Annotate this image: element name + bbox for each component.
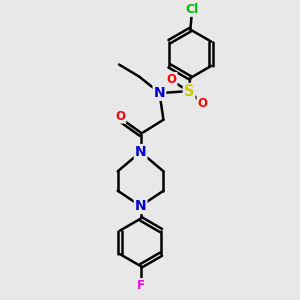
Text: N: N (154, 86, 165, 100)
Text: S: S (184, 84, 194, 99)
Text: N: N (135, 145, 146, 159)
Text: O: O (116, 110, 125, 123)
Text: Cl: Cl (185, 3, 198, 16)
Text: F: F (136, 279, 145, 292)
Text: O: O (197, 97, 208, 110)
Text: O: O (167, 73, 176, 86)
Text: N: N (135, 199, 146, 213)
